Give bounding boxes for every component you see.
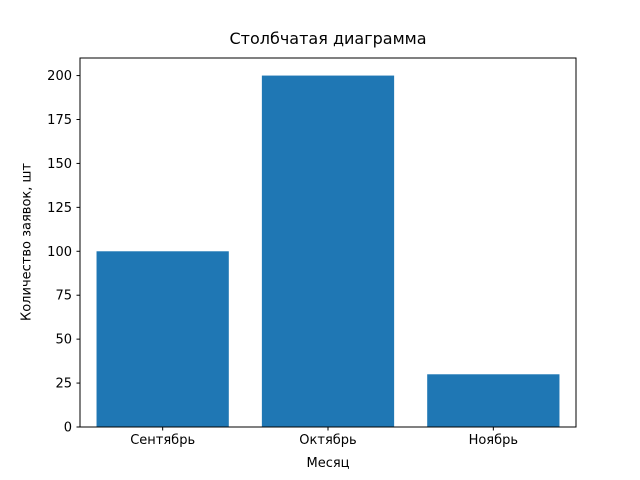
x-tick-label: Сентябрь xyxy=(130,433,195,448)
y-tick-label: 150 xyxy=(47,157,72,172)
y-tick-label: 25 xyxy=(55,377,72,392)
x-tick-label: Ноябрь xyxy=(469,433,518,448)
x-tick-label: Октябрь xyxy=(299,433,356,448)
bar-Ноябрь xyxy=(427,374,560,427)
bar-Сентябрь xyxy=(96,251,229,427)
x-axis-label: Месяц xyxy=(306,456,350,471)
y-tick-label: 50 xyxy=(55,333,72,348)
y-axis-label: Количество заявок, шт xyxy=(19,163,35,321)
y-tick-label: 75 xyxy=(55,289,72,304)
y-tick-label: 100 xyxy=(47,245,72,260)
y-tick-label: 0 xyxy=(64,421,72,436)
y-tick-label: 125 xyxy=(47,201,72,216)
bar-Октябрь xyxy=(261,75,395,428)
y-tick-label: 200 xyxy=(47,69,72,84)
chart-title: Столбчатая диаграмма xyxy=(229,29,427,48)
y-tick-label: 175 xyxy=(47,113,72,128)
axes-spines xyxy=(79,57,577,428)
